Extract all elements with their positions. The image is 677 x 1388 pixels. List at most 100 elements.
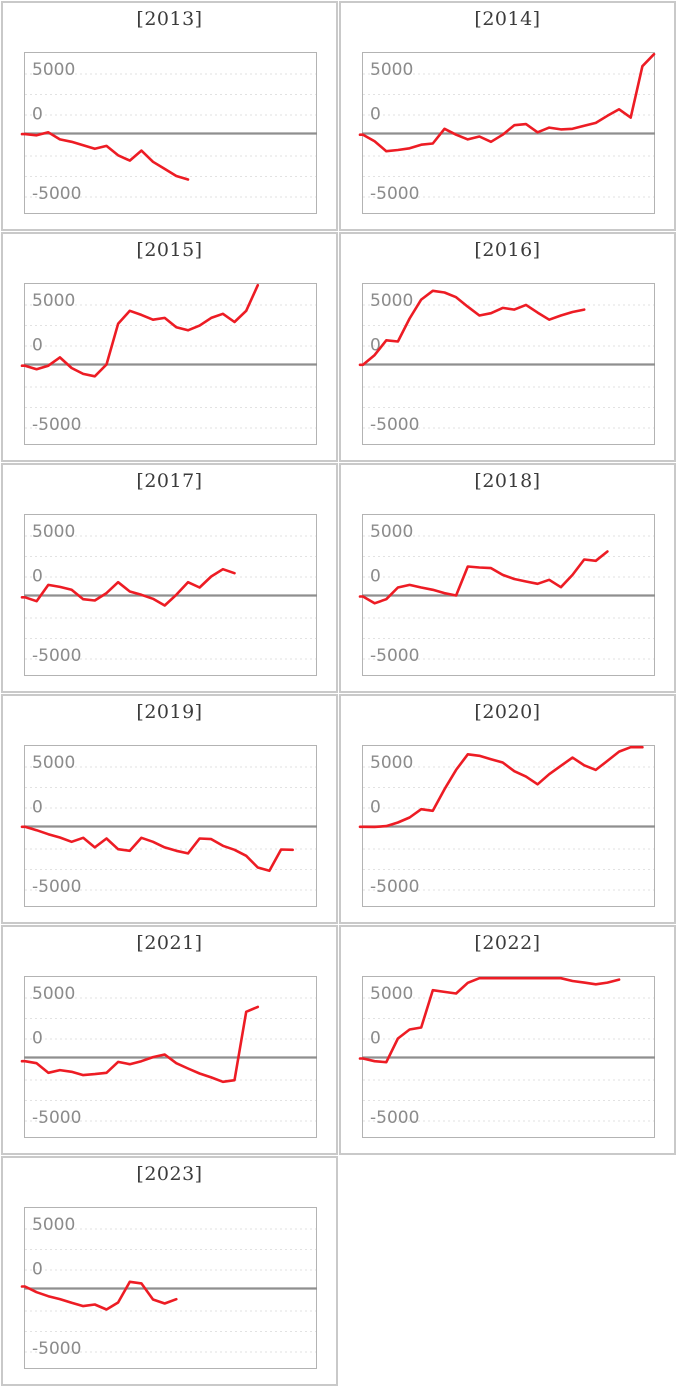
y-tick-label: -5000: [370, 1108, 419, 1128]
chart-canvas-2018: 5000 0 -5000: [358, 522, 655, 666]
chart-canvas-2021: 5000 0 -5000: [20, 984, 317, 1128]
y-tick-label: 5000: [370, 984, 413, 1004]
series-line-2017: [20, 567, 236, 607]
chart-canvas-2017: 5000 0 -5000: [20, 522, 317, 666]
y-tick-label: -5000: [370, 877, 419, 897]
chart-panel-2019: [2019] 5000 0 -5000: [1, 694, 338, 924]
y-tick-label: 5000: [32, 1215, 75, 1235]
chart-panel-2018: [2018] 5000 0 -5000: [339, 463, 676, 693]
y-tick-label: 5000: [32, 291, 75, 311]
y-tick-label: 0: [32, 105, 43, 125]
chart-canvas-2023: 5000 0 -5000: [20, 1215, 317, 1359]
gridlines: [363, 766, 654, 891]
gridlines: [363, 304, 654, 429]
chart-plot-area: 5000 0 -5000: [358, 976, 655, 1138]
y-tick-label: 5000: [370, 291, 413, 311]
y-tick-label: 5000: [32, 522, 75, 542]
gridlines: [363, 997, 654, 1122]
y-tick-label: 0: [32, 1029, 43, 1049]
y-tick-label: 0: [32, 567, 43, 587]
y-tick-label: -5000: [32, 184, 81, 204]
y-tick-label: 0: [370, 1029, 381, 1049]
chart-panel-2016: [2016] 5000 0 -5000: [339, 232, 676, 462]
chart-title: [2022]: [474, 932, 541, 954]
chart-title: [2023]: [136, 1163, 203, 1185]
chart-plot-area: 5000 0 -5000: [20, 52, 317, 214]
chart-title: [2017]: [136, 470, 203, 492]
y-tick-label: 5000: [32, 60, 75, 80]
y-tick-label: -5000: [32, 415, 81, 435]
chart-canvas-2014: 5000 0 -5000: [358, 52, 656, 204]
series-line-2023: [20, 1280, 178, 1311]
series-line-2014: [358, 52, 656, 153]
y-tick-label: 5000: [32, 753, 75, 773]
series-line-2020: [358, 745, 644, 829]
chart-panel-2022: [2022] 5000 0 -5000: [339, 925, 676, 1155]
series-line-2021: [20, 1005, 260, 1084]
series-line-2016: [358, 289, 586, 367]
gridlines: [363, 535, 654, 660]
y-tick-label: 5000: [370, 753, 413, 773]
series-line-2022: [358, 976, 621, 1064]
chart-plot-area: 5000 0 -5000: [358, 745, 655, 907]
chart-panel-2014: [2014] 5000 0 -5000: [339, 1, 676, 231]
series-line-2015: [20, 283, 260, 378]
chart-panel-2023: [2023] 5000 0 -5000: [1, 1156, 338, 1386]
gridlines: [25, 1228, 316, 1353]
y-tick-label: 0: [32, 798, 43, 818]
y-tick-label: -5000: [370, 646, 419, 666]
chart-title: [2016]: [474, 239, 541, 261]
y-tick-label: -5000: [32, 1108, 81, 1128]
gridlines: [25, 766, 316, 891]
chart-panel-2020: [2020] 5000 0 -5000: [339, 694, 676, 924]
y-tick-label: -5000: [32, 1339, 81, 1359]
chart-canvas-2022: 5000 0 -5000: [358, 976, 655, 1128]
chart-panel-2017: [2017] 5000 0 -5000: [1, 463, 338, 693]
y-tick-label: 0: [370, 567, 381, 587]
y-tick-label: 5000: [370, 60, 413, 80]
chart-plot-area: 5000 0 -5000: [20, 1207, 317, 1369]
y-tick-label: -5000: [370, 184, 419, 204]
chart-panel-2013: [2013] 5000 0 -5000: [1, 1, 338, 231]
gridlines: [363, 73, 654, 198]
y-tick-label: 0: [370, 336, 381, 356]
gridlines: [25, 304, 316, 429]
chart-title: [2015]: [136, 239, 203, 261]
y-tick-label: 0: [32, 336, 43, 356]
gridlines: [25, 535, 316, 660]
gridlines: [25, 73, 316, 198]
chart-canvas-2016: 5000 0 -5000: [358, 289, 655, 435]
y-tick-label: 0: [370, 798, 381, 818]
series-line-2019: [20, 825, 295, 873]
chart-plot-area: 5000 0 -5000: [20, 976, 317, 1138]
y-tick-label: 5000: [370, 522, 413, 542]
chart-panel-2021: [2021] 5000 0 -5000: [1, 925, 338, 1155]
y-tick-label: 0: [370, 105, 381, 125]
chart-plot-area: 5000 0 -5000: [20, 745, 317, 907]
chart-title: [2018]: [474, 470, 541, 492]
chart-canvas-2019: 5000 0 -5000: [20, 753, 317, 897]
y-tick-label: -5000: [32, 646, 81, 666]
chart-title: [2019]: [136, 701, 203, 723]
chart-plot-area: 5000 0 -5000: [20, 283, 317, 445]
y-tick-label: 5000: [32, 984, 75, 1004]
chart-plot-area: 5000 0 -5000: [358, 52, 656, 214]
series-line-2013: [20, 131, 190, 181]
chart-canvas-2020: 5000 0 -5000: [358, 745, 655, 897]
chart-canvas-2015: 5000 0 -5000: [20, 283, 317, 435]
chart-canvas-2013: 5000 0 -5000: [20, 60, 317, 204]
chart-plot-area: 5000 0 -5000: [358, 283, 655, 445]
chart-title: [2013]: [136, 8, 203, 30]
chart-title: [2021]: [136, 932, 203, 954]
y-tick-label: -5000: [370, 415, 419, 435]
chart-panel-2015: [2015] 5000 0 -5000: [1, 232, 338, 462]
gridlines: [25, 997, 316, 1122]
chart-plot-area: 5000 0 -5000: [20, 514, 317, 676]
series-line-2018: [358, 550, 609, 605]
y-tick-label: 0: [32, 1260, 43, 1280]
chart-plot-area: 5000 0 -5000: [358, 514, 655, 676]
y-tick-label: -5000: [32, 877, 81, 897]
chart-title: [2020]: [474, 701, 541, 723]
chart-title: [2014]: [474, 8, 541, 30]
